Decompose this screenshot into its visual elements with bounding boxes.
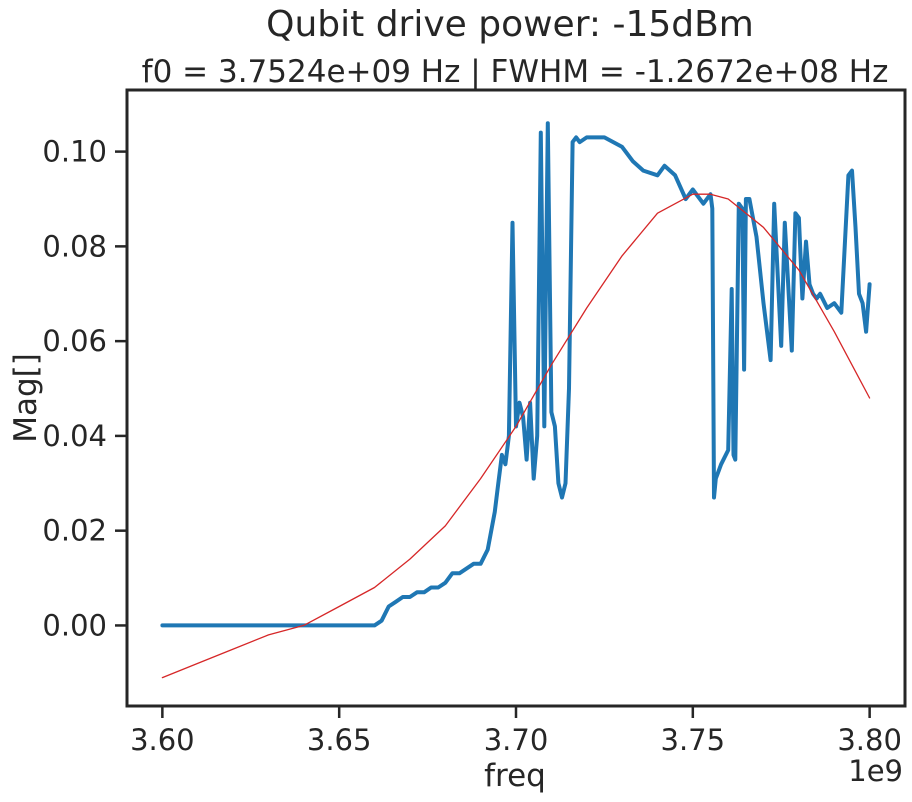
y-axis-ticks: 0.00 0.02 0.04 0.06 0.08 0.10: [42, 135, 127, 642]
y-tick-label: 0.06: [42, 324, 107, 358]
plot-area-frame: [125, 88, 907, 708]
fit-curve-line: [161, 193, 871, 679]
x-tick-label: 3.75: [661, 723, 726, 757]
x-tick-label: 3.70: [484, 723, 549, 757]
y-tick-label: 0.08: [42, 229, 107, 263]
y-tick-label: 0.04: [42, 419, 107, 453]
chart-title: Qubit drive power: -15dBm: [266, 4, 754, 45]
y-tick-label: 0.00: [42, 608, 107, 642]
chart-subtitle: f0 = 3.7524e+09 Hz | FWHM = -1.2672e+08 …: [142, 54, 889, 90]
x-tick-label: 3.65: [307, 723, 372, 757]
x-axis-ticks: 3.60 3.65 3.70 3.75 3.80: [130, 706, 902, 757]
x-tick-label: 3.80: [837, 723, 902, 757]
y-tick-label: 0.02: [42, 514, 107, 548]
x-axis-label: freq: [484, 758, 546, 794]
measured-data-line: [160, 121, 872, 628]
y-axis-label: Mag[]: [8, 353, 44, 443]
y-tick-label: 0.10: [42, 135, 107, 169]
x-axis-offset-label: 1e9: [848, 754, 903, 788]
series-layer: [160, 121, 872, 679]
x-tick-label: 3.60: [130, 723, 195, 757]
